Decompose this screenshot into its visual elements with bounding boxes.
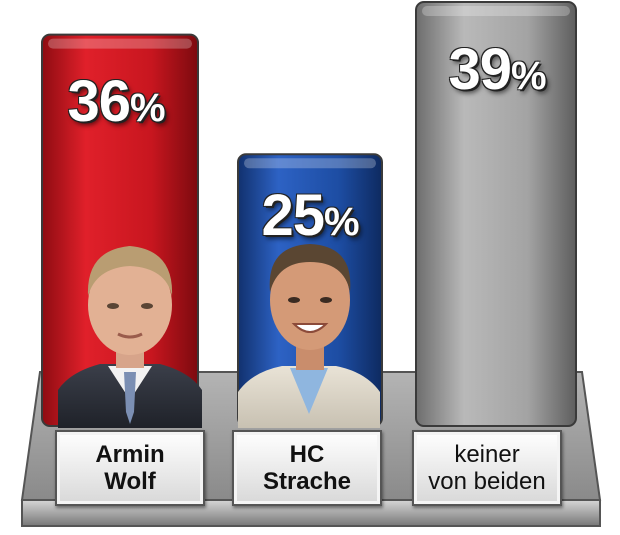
value-label-armin-wolf: 36%	[67, 69, 165, 134]
value-label-keiner-von-beiden: 39%	[448, 37, 546, 102]
bar-highlight-keiner-von-beiden	[422, 6, 570, 16]
bar-highlight-armin-wolf	[48, 38, 192, 49]
value-label-hc-strache: 25%	[261, 183, 359, 248]
category-label-keiner-von-beiden: keiner von beiden	[412, 430, 562, 506]
portrait-armin-wolf	[58, 246, 202, 428]
category-label-hc-strache: HC Strache	[232, 430, 382, 506]
bar-highlight-hc-strache	[244, 158, 376, 169]
category-label-armin-wolf: Armin Wolf	[55, 430, 205, 506]
portrait-hc-strache	[238, 244, 380, 428]
bar-keiner-von-beiden	[415, 1, 577, 427]
